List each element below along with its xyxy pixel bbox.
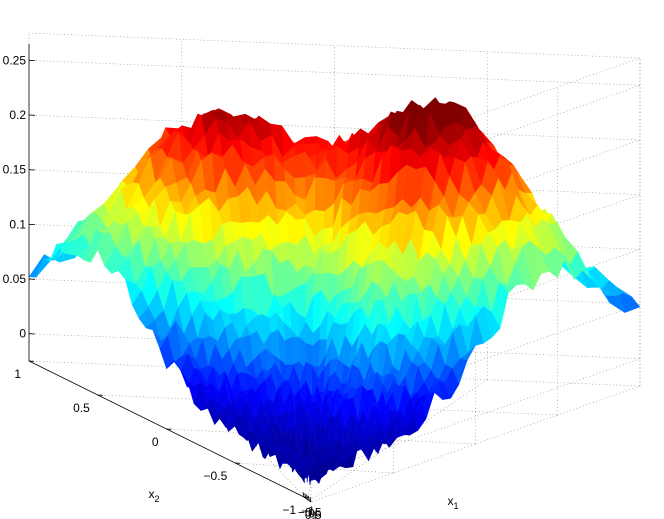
surface-patch (322, 227, 334, 246)
x2-tick-label: 0 (152, 435, 159, 449)
tick-labels: 00.050.10.150.20.25−1−0.500.51−1−0.500.5… (3, 53, 322, 519)
z-tick-label: 0 (19, 327, 26, 341)
x1-tick (304, 493, 307, 499)
grid-line-z (28, 60, 641, 86)
z-tick-label: 0.15 (3, 163, 27, 177)
surface-patch (291, 337, 300, 365)
x1-tick (307, 495, 310, 501)
z-tick-label: 0.1 (9, 217, 26, 231)
surface-patch (304, 136, 317, 145)
surface-patch (284, 337, 293, 366)
z-tick-label: 0.25 (3, 53, 27, 67)
x2-tick-label: 0.5 (73, 401, 90, 415)
grid-line-floor (310, 385, 641, 503)
x1-tick-label: 1 (312, 509, 319, 519)
surface-patch (28, 254, 52, 278)
x1-tick-label: −0.5 (298, 505, 322, 519)
x1-tick-label: 0.5 (305, 508, 322, 519)
x1-tick-label: −1 (301, 504, 315, 518)
x2-tick-label: −0.5 (204, 469, 228, 483)
x1-tick (306, 494, 308, 500)
x2-tick-label: −1 (282, 503, 296, 517)
x1-tick (309, 496, 312, 503)
surface-patch (279, 258, 290, 297)
surface-patch (274, 181, 287, 212)
surface-patch (314, 177, 326, 212)
surface-patch (297, 283, 306, 319)
axes (28, 43, 312, 503)
grid-line-z (28, 114, 641, 141)
surface-patch (305, 399, 312, 416)
z-tick-label: 0.2 (9, 108, 26, 122)
x2-tick-label: 1 (14, 367, 21, 381)
z-tick-label: 0.05 (3, 272, 27, 286)
x1-tick-label: 0 (308, 507, 315, 519)
x1-axis-label: x1 (447, 494, 458, 511)
surface-patch (294, 151, 306, 179)
surface-plot (28, 97, 641, 486)
grid-line-floor (309, 379, 488, 501)
box-edge (28, 32, 641, 59)
surface-patch (296, 457, 305, 472)
grid-line-z (28, 333, 641, 359)
x1-tick (302, 491, 305, 498)
grid-line-floor (28, 360, 641, 387)
x2-axis-label: x2 (148, 487, 159, 504)
